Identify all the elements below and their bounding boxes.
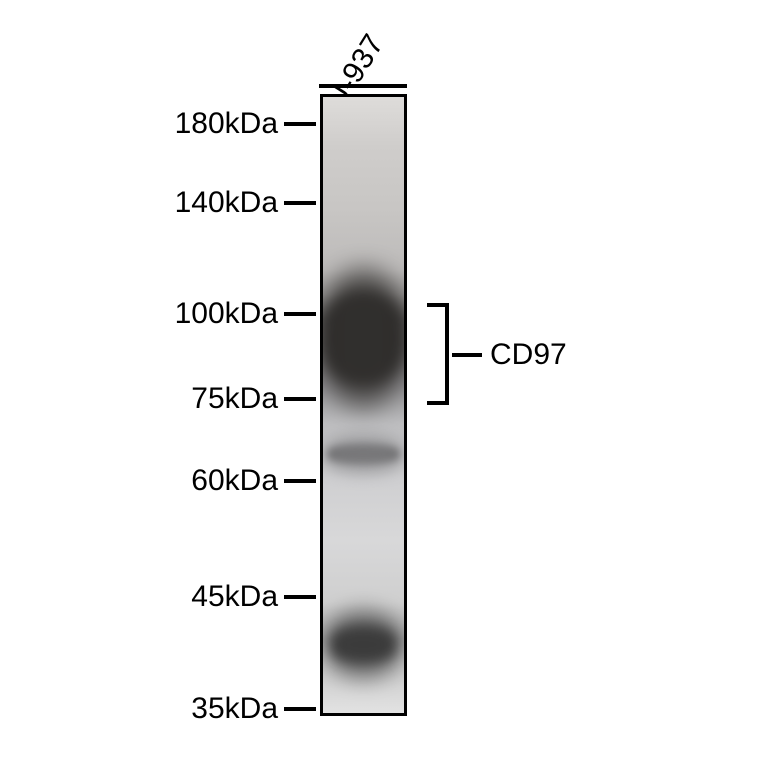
annotation-bracket <box>445 303 449 405</box>
ladder-tick <box>284 122 316 126</box>
ladder-tick <box>284 707 316 711</box>
ladder-tick <box>284 312 316 316</box>
annotation-label: CD97 <box>490 338 567 372</box>
ladder-label: 35kDa <box>191 692 278 726</box>
bracket-arm-bottom <box>427 401 449 405</box>
band-band-40-halo <box>325 610 403 678</box>
ladder-label: 140kDa <box>175 186 278 220</box>
ladder-tick <box>284 201 316 205</box>
ladder-label: 100kDa <box>175 297 278 331</box>
ladder-label: 180kDa <box>175 107 278 141</box>
sample-underline <box>319 84 407 88</box>
band-band-60-shadow <box>323 436 404 473</box>
ladder-label: 60kDa <box>191 464 278 498</box>
annotation-tick <box>452 353 482 357</box>
blot-figure: U-937 CD97 180kDa140kDa100kDa75kDa60kDa4… <box>0 0 764 764</box>
ladder-label: 45kDa <box>191 580 278 614</box>
blot-lane <box>320 94 407 716</box>
ladder-tick <box>284 479 316 483</box>
ladder-tick <box>284 595 316 599</box>
bracket-arm-top <box>427 303 449 307</box>
ladder-label: 75kDa <box>191 382 278 416</box>
band-main-cd97-halo <box>320 268 407 408</box>
ladder-tick <box>284 397 316 401</box>
